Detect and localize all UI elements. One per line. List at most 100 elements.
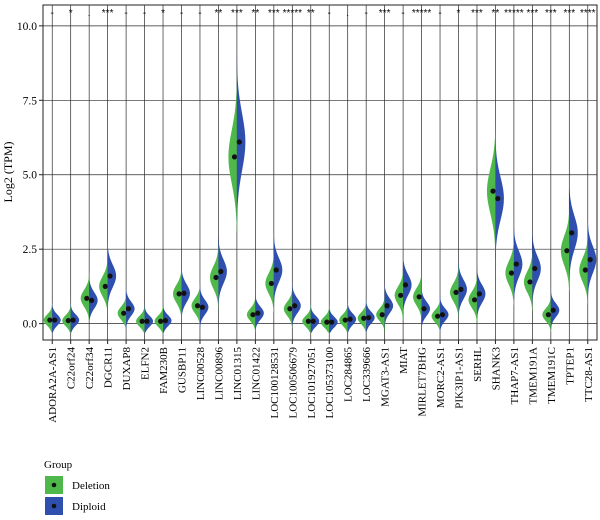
median-point-deletion-loc101927051 — [305, 318, 311, 324]
legend-dot-deletion — [51, 482, 57, 488]
median-point-deletion-mgat3-as1 — [379, 312, 385, 318]
median-point-deletion-linc00896 — [213, 274, 219, 281]
violin-diploid-miat — [403, 252, 412, 314]
median-point-deletion-c22orf24 — [65, 318, 71, 324]
median-point-deletion-loc100506679 — [287, 306, 293, 312]
x-tick-label-loc101927051: LOC101927051 — [306, 347, 318, 419]
significance-label-thap7-as1: ***** — [504, 8, 524, 19]
significance-label-linc00896: ** — [215, 8, 223, 19]
violin-deletion-linc01315 — [228, 71, 237, 232]
median-point-diploid-linc01422 — [255, 310, 261, 316]
violin-deletion-loc101927051 — [302, 304, 311, 333]
y-axis-label: Log2 (TPM) — [1, 142, 15, 203]
median-point-diploid-ttc28-as1 — [587, 257, 593, 263]
x-tick-label-gusbp11: GUSBP11 — [177, 347, 189, 393]
significance-label-tptep1: *** — [563, 8, 575, 19]
significance-label-dgcr11: *** — [102, 8, 114, 19]
median-point-deletion-gusbp11 — [176, 291, 182, 297]
violin-diploid-loc101927051 — [310, 304, 320, 333]
significance-label-linc01315: *** — [231, 8, 243, 19]
median-point-deletion-loc105373100 — [324, 319, 330, 325]
median-point-diploid-loc101927051 — [310, 318, 316, 324]
legend-label-deletion: Deletion — [72, 480, 110, 492]
significance-label-tmem191c: *** — [545, 8, 557, 19]
median-point-deletion-duxap8 — [121, 310, 127, 316]
x-tick-label-morc2-as1: MORC2-AS1 — [435, 347, 447, 408]
x-tick-label-loc100506679: LOC100506679 — [287, 347, 299, 419]
significance-label-gusbp11: - — [180, 8, 183, 19]
x-tick-label-tmem191c: TMEM191C — [546, 347, 558, 404]
violin-deletion-tptep1 — [560, 204, 570, 292]
significance-label-morc2-as1: - — [438, 8, 441, 19]
significance-label-duxap8: - — [124, 8, 127, 19]
x-tick-label-tptep1: TPTEP1 — [564, 347, 576, 385]
median-point-diploid-tmem191a — [532, 265, 538, 272]
plot-panel — [42, 4, 598, 341]
median-point-deletion-serhl — [471, 297, 478, 303]
significance-label-loc100506679: ***** — [283, 8, 303, 19]
x-tick-label-loc105373100: LOC105373100 — [324, 347, 336, 419]
median-point-deletion-elfn2 — [139, 318, 145, 324]
median-point-diploid-pik3ip1-as1 — [458, 286, 464, 292]
x-tick-label-mirlet7bhg: MIRLET7BHG — [417, 347, 429, 417]
violin-deletion-fam230b — [154, 304, 164, 333]
median-point-diploid-elfn2 — [144, 318, 150, 324]
y-tick-label: 10.0 — [17, 21, 37, 33]
x-tick-label-miat: MIAT — [398, 347, 410, 374]
y-tick-label: 2.5 — [23, 244, 38, 256]
median-point-deletion-linc00528 — [194, 303, 201, 309]
x-tick-label-loc339666: LOC339666 — [361, 347, 373, 403]
violin-deletion-linc00896 — [209, 242, 219, 309]
legend-dot-diploid — [51, 503, 57, 509]
violin-deletion-tmem191a — [523, 248, 533, 312]
median-point-diploid-mgat3-as1 — [384, 303, 390, 309]
significance-label-c22orf34: . — [88, 8, 91, 19]
significance-label-elfn2: - — [143, 8, 146, 19]
violin-deletion-loc339666 — [357, 299, 367, 333]
legend-title: Group — [44, 459, 73, 471]
median-point-deletion-thap7-as1 — [508, 270, 515, 276]
x-tick-label-adora2a-as1: ADORA2A-AS1 — [47, 347, 59, 423]
median-point-deletion-loc339666 — [361, 315, 367, 321]
violin-diploid-loc105373100 — [329, 305, 338, 333]
violin-deletion-shank3 — [486, 119, 496, 254]
median-point-diploid-linc00896 — [218, 268, 224, 275]
median-point-deletion-miat — [398, 292, 404, 298]
median-point-diploid-morc2-as1 — [439, 312, 446, 318]
x-tick-label-elfn2: ELFN2 — [140, 347, 152, 380]
grid-layer — [43, 5, 597, 340]
median-point-diploid-loc100128531 — [273, 267, 279, 273]
significance-label-loc100128531: *** — [268, 8, 280, 19]
significance-label-loc105373100: - — [328, 8, 331, 19]
violin-diploid-c22orf24 — [70, 302, 80, 333]
median-point-diploid-loc284865 — [347, 316, 353, 322]
x-tick-label-linc00528: LINC00528 — [195, 347, 207, 401]
median-point-diploid-c22orf34 — [88, 297, 95, 303]
x-tick-label-tmem191a: TMEM191A — [527, 347, 539, 405]
x-tick-label-loc284865: LOC284865 — [343, 347, 355, 403]
violin-diploid-linc01315 — [236, 50, 246, 223]
violin-diploid-tptep1 — [569, 178, 578, 281]
significance-label-linc01422: ** — [251, 8, 259, 19]
significance-label-tmem191a: *** — [527, 8, 539, 19]
significance-label-loc284865: . — [346, 8, 349, 19]
median-point-deletion-tptep1 — [564, 248, 570, 254]
violin-deletion-dgcr11 — [99, 254, 108, 315]
x-tick-label-duxap8: DUXAP8 — [121, 347, 133, 391]
violin-diploid-pik3ip1-as1 — [458, 258, 467, 317]
significance-label-mirlet7bhg: ***** — [412, 8, 432, 19]
median-point-deletion-morc2-as1 — [435, 313, 441, 319]
median-point-diploid-gusbp11 — [181, 290, 187, 296]
violin-deletion-loc100128531 — [265, 250, 274, 313]
legend: Group Deletion Diploid — [44, 459, 110, 515]
median-point-diploid-c22orf24 — [70, 317, 76, 323]
significance-label-miat: - — [401, 8, 404, 19]
significance-label-fam230b: * — [161, 8, 165, 19]
median-point-deletion-c22orf34 — [84, 295, 90, 301]
median-point-diploid-dgcr11 — [107, 273, 113, 279]
median-point-diploid-mirlet7bhg — [421, 306, 427, 312]
significance-label-shank3: ** — [492, 8, 500, 19]
median-point-diploid-fam230b — [162, 318, 169, 324]
violin-diploid-thap7-as1 — [513, 223, 523, 300]
